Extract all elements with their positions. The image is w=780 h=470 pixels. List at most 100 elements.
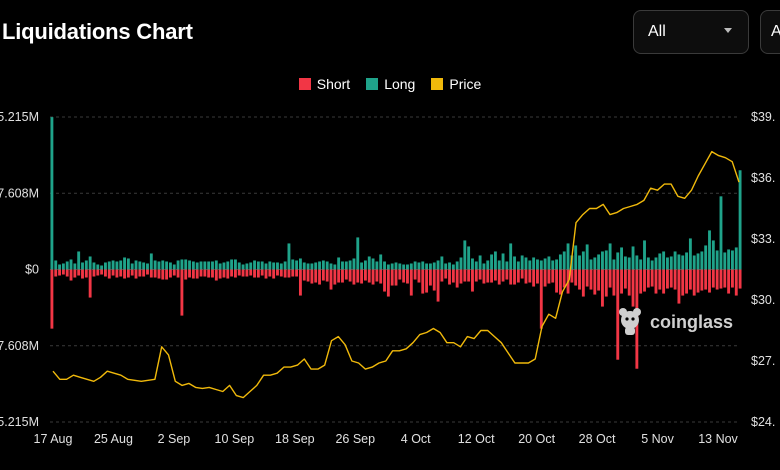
legend-swatch-long [366,78,379,90]
coinglass-watermark: coinglass [619,308,733,335]
bar-long [409,263,413,270]
time-range-select[interactable]: All [633,10,749,54]
bar-long [298,258,302,270]
bar-short [203,269,207,277]
bar-short [337,269,341,283]
bar-short [543,269,547,287]
bar-long [50,117,54,270]
bar-long [363,260,367,270]
bar-long [348,260,352,270]
bar-long [168,262,172,270]
left-axis-tick-label: 7.608M [0,339,39,353]
bar-long [260,261,264,270]
bar-short [298,269,302,296]
bar-short [562,269,566,288]
bar-short [474,269,478,282]
bar-long [486,260,490,270]
bar-short [360,269,364,284]
legend-label-long: Long [384,76,416,92]
bar-short [536,269,539,284]
bar-long [497,260,501,270]
bar-long [157,261,161,270]
bar-long [448,262,451,270]
bar-long [104,262,107,270]
bar-long [84,260,88,270]
bar-long [230,259,234,270]
bar-short [616,269,620,360]
bar-short [176,269,180,278]
bar-long [356,237,360,270]
bar-short [58,269,61,276]
bar-short [463,269,467,282]
bar-long [455,261,459,270]
legend-item-long[interactable]: Long [366,76,415,92]
bar-short [333,269,337,285]
bar-long [731,250,734,270]
bar-short [302,269,306,281]
bar-short [547,269,551,284]
bar-long [700,251,704,270]
bar-long [601,251,604,270]
bar-long [180,259,184,270]
bar-long [337,257,341,270]
bar-long [302,262,306,270]
bar-long [639,259,643,270]
legend-label-short: Short [316,76,351,92]
bar-short [279,269,283,277]
bar-long [130,263,134,270]
bar-short [669,269,673,288]
symbol-select[interactable]: A [760,10,780,54]
bar-short [119,269,123,277]
right-axis-tick-label: $36. [751,171,775,185]
bar-short [230,269,234,277]
bar-short [260,269,264,276]
bar-short [662,269,666,294]
bar-long [333,264,337,270]
bar-long [398,263,402,270]
bar-short [497,269,501,285]
bar-long [54,260,58,270]
bar-short [207,269,211,278]
bar-short [692,269,696,296]
bar-short [104,269,107,277]
bar-short [287,269,291,278]
bar-long [96,264,100,270]
bar-long [58,264,61,270]
bar-long [608,243,612,270]
bar-long [199,261,203,270]
bar-short [272,269,276,279]
legend-swatch-short [298,78,311,90]
bar-short [727,269,731,294]
bar-short [585,269,589,287]
bar-short [107,269,111,279]
legend-item-price[interactable]: Price [431,76,481,92]
bar-short [146,269,149,275]
bar-long [375,261,379,270]
bar-short [455,269,459,288]
bar-long [524,257,528,270]
bar-long [673,251,677,270]
bar-long [329,263,333,270]
bar-short [681,269,685,296]
bar-long [287,243,291,270]
legend-item-short[interactable]: Short [298,76,351,92]
bar-long [692,255,696,270]
bar-long [92,262,96,270]
bar-long [233,259,237,270]
bar-long [283,261,287,270]
bar-long [440,256,444,270]
bar-short [69,269,73,281]
bar-long [482,263,486,270]
bar-short [222,269,226,278]
x-axis-tick-label: 5 Nov [641,432,674,446]
bar-short [111,269,115,276]
bar-long [341,261,344,270]
bar-short [237,269,241,276]
bar-short [688,269,692,290]
bar-short [723,269,727,288]
bar-long [245,263,249,270]
bar-long [272,262,276,270]
bar-long [688,238,692,270]
bar-short [191,269,195,279]
bar-long [276,262,279,270]
